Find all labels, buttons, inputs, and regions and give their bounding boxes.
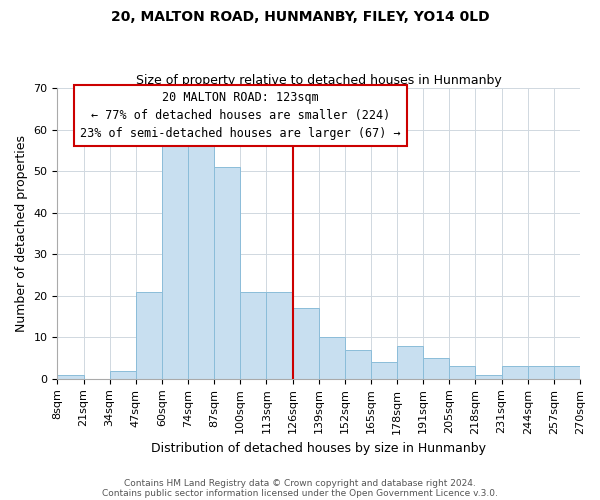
- Bar: [241, 292, 266, 379]
- Bar: [188, 138, 214, 379]
- Text: Contains HM Land Registry data © Crown copyright and database right 2024.: Contains HM Land Registry data © Crown c…: [124, 478, 476, 488]
- Bar: [319, 338, 345, 379]
- Bar: [293, 308, 319, 379]
- Bar: [554, 366, 580, 379]
- Bar: [449, 366, 475, 379]
- Bar: [502, 366, 528, 379]
- Bar: [266, 292, 293, 379]
- Bar: [162, 146, 188, 379]
- Text: Contains public sector information licensed under the Open Government Licence v.: Contains public sector information licen…: [102, 488, 498, 498]
- Bar: [528, 366, 554, 379]
- Bar: [136, 292, 162, 379]
- Y-axis label: Number of detached properties: Number of detached properties: [15, 135, 28, 332]
- Text: 20, MALTON ROAD, HUNMANBY, FILEY, YO14 0LD: 20, MALTON ROAD, HUNMANBY, FILEY, YO14 0…: [110, 10, 490, 24]
- Bar: [214, 167, 241, 379]
- Bar: [371, 362, 397, 379]
- Text: 20 MALTON ROAD: 123sqm
← 77% of detached houses are smaller (224)
23% of semi-de: 20 MALTON ROAD: 123sqm ← 77% of detached…: [80, 91, 401, 140]
- X-axis label: Distribution of detached houses by size in Hunmanby: Distribution of detached houses by size …: [151, 442, 486, 455]
- Bar: [58, 374, 83, 379]
- Bar: [345, 350, 371, 379]
- Bar: [423, 358, 449, 379]
- Title: Size of property relative to detached houses in Hunmanby: Size of property relative to detached ho…: [136, 74, 502, 87]
- Bar: [475, 374, 502, 379]
- Bar: [110, 370, 136, 379]
- Bar: [397, 346, 423, 379]
